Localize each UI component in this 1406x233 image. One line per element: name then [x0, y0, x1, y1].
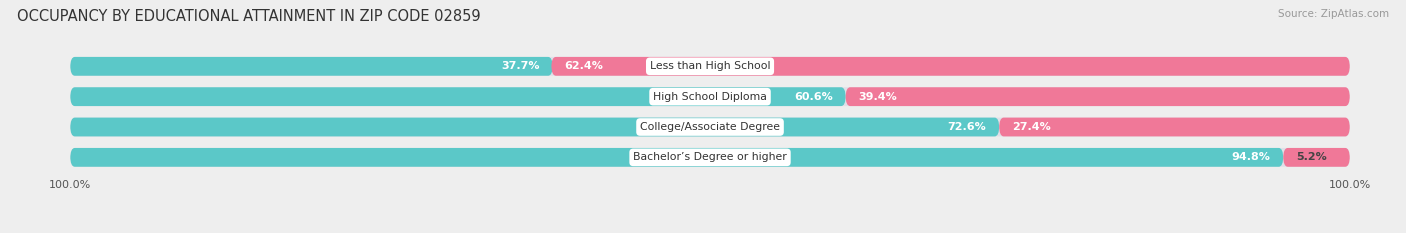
Text: 62.4%: 62.4% — [564, 61, 603, 71]
FancyBboxPatch shape — [70, 118, 1000, 136]
FancyBboxPatch shape — [70, 118, 1350, 136]
FancyBboxPatch shape — [70, 87, 1350, 106]
Text: 39.4%: 39.4% — [859, 92, 897, 102]
FancyBboxPatch shape — [551, 57, 1350, 76]
FancyBboxPatch shape — [70, 57, 553, 76]
FancyBboxPatch shape — [70, 148, 1350, 167]
Text: High School Diploma: High School Diploma — [654, 92, 766, 102]
Text: 5.2%: 5.2% — [1296, 152, 1327, 162]
Text: Less than High School: Less than High School — [650, 61, 770, 71]
Text: 60.6%: 60.6% — [794, 92, 832, 102]
FancyBboxPatch shape — [70, 87, 845, 106]
FancyBboxPatch shape — [70, 57, 1350, 76]
FancyBboxPatch shape — [70, 148, 1284, 167]
Text: 94.8%: 94.8% — [1232, 152, 1271, 162]
FancyBboxPatch shape — [1284, 148, 1350, 167]
Text: College/Associate Degree: College/Associate Degree — [640, 122, 780, 132]
Text: Source: ZipAtlas.com: Source: ZipAtlas.com — [1278, 9, 1389, 19]
FancyBboxPatch shape — [1000, 118, 1350, 136]
FancyBboxPatch shape — [845, 87, 1350, 106]
Text: OCCUPANCY BY EDUCATIONAL ATTAINMENT IN ZIP CODE 02859: OCCUPANCY BY EDUCATIONAL ATTAINMENT IN Z… — [17, 9, 481, 24]
Text: 37.7%: 37.7% — [502, 61, 540, 71]
Text: 27.4%: 27.4% — [1012, 122, 1050, 132]
Text: Bachelor’s Degree or higher: Bachelor’s Degree or higher — [633, 152, 787, 162]
Text: 72.6%: 72.6% — [948, 122, 987, 132]
